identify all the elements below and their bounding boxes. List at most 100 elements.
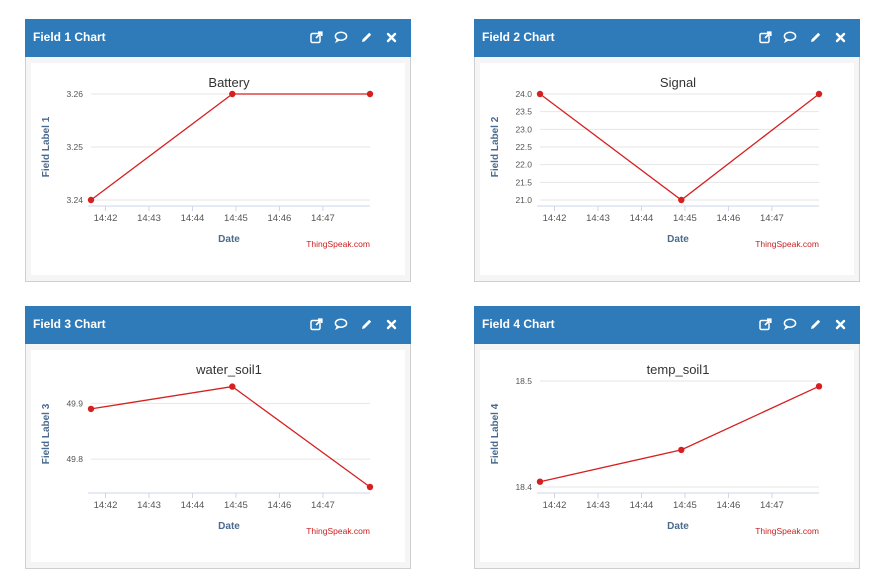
- panel-header: Field 1 Chart: [25, 19, 411, 57]
- data-point: [815, 383, 823, 390]
- close-icon[interactable]: [832, 28, 848, 46]
- panel-tools: [757, 28, 848, 46]
- y-tick-label: 21.5: [515, 177, 532, 187]
- x-tick-label: 14:45: [673, 213, 697, 224]
- field-3-chart-panel: Field 3 Chart water_soil1 49.8 49.9 14:42 14…: [25, 306, 411, 569]
- y-axis-label: Field Label 2: [490, 116, 501, 177]
- panel-title: Field 1 Chart: [33, 30, 106, 44]
- data-point: [229, 90, 236, 98]
- x-tick-label: 14:46: [717, 213, 741, 224]
- chart-title: water_soil1: [195, 362, 262, 377]
- open-external-icon[interactable]: [308, 315, 324, 333]
- x-tick-label: 14:45: [224, 500, 248, 511]
- x-tick-label: 14:43: [137, 500, 161, 511]
- edit-pencil-icon[interactable]: [358, 315, 374, 333]
- series-line: [90, 385, 371, 488]
- x-tick-label: 14:45: [673, 500, 697, 511]
- y-tick-label: 18.4: [515, 482, 532, 492]
- close-icon[interactable]: [383, 315, 399, 333]
- x-tick-label: 14:45: [224, 213, 248, 224]
- comment-icon[interactable]: [782, 28, 798, 46]
- chart-area: temp_soil1 18.4 18.5 14:42 14:43 14:44 14:45 14…: [480, 350, 854, 562]
- chart-area: Battery 3.24 3.25 3.26 14:42 14:43 14:44 14:45 1…: [31, 63, 405, 275]
- open-external-icon[interactable]: [757, 28, 773, 46]
- line-chart: Battery 3.24 3.25 3.26 14:42 14:43 14:44 14:45 1…: [41, 75, 374, 249]
- x-tick-label: 14:44: [630, 213, 654, 224]
- x-tick-label: 14:43: [586, 500, 610, 511]
- x-axis-label: Date: [218, 521, 240, 532]
- data-point: [536, 478, 544, 485]
- chart-title: Signal: [660, 75, 696, 90]
- y-tick-label: 21.0: [515, 195, 532, 205]
- x-tick-label: 14:47: [311, 500, 335, 511]
- data-point: [87, 196, 95, 204]
- x-tick-label: 14:47: [760, 213, 784, 224]
- x-tick-label: 14:46: [268, 500, 292, 511]
- x-tick-label: 14:43: [137, 213, 161, 224]
- x-tick-label: 14:46: [717, 500, 741, 511]
- data-point: [87, 405, 95, 413]
- y-tick-label: 49.9: [66, 398, 83, 408]
- x-axis-label: Date: [667, 521, 689, 532]
- edit-pencil-icon[interactable]: [807, 28, 823, 46]
- data-point: [229, 383, 236, 390]
- x-tick-label: 14:44: [181, 213, 205, 224]
- panel-header: Field 2 Chart: [474, 19, 860, 57]
- edit-pencil-icon[interactable]: [358, 28, 374, 46]
- line-chart: water_soil1 49.8 49.9 14:42 14:43 14:44 14:45 1…: [41, 362, 374, 536]
- y-axis-label: Field Label 3: [41, 403, 52, 464]
- y-tick-label: 23.0: [515, 124, 532, 134]
- thingspeak-credit[interactable]: ThingSpeak.com: [755, 239, 819, 249]
- x-tick-label: 14:43: [586, 213, 610, 224]
- y-tick-label: 3.25: [66, 142, 83, 152]
- x-axis-label: Date: [218, 234, 240, 245]
- x-tick-label: 14:42: [94, 500, 118, 511]
- data-point: [536, 90, 544, 98]
- field-2-chart-panel: Field 2 Chart Signal 21.0 21.5 22.0 22.5 23.0…: [474, 19, 860, 282]
- x-tick-label: 14:44: [181, 500, 205, 511]
- panel-title: Field 3 Chart: [33, 317, 106, 331]
- comment-icon[interactable]: [333, 28, 349, 46]
- close-icon[interactable]: [383, 28, 399, 46]
- open-external-icon[interactable]: [308, 28, 324, 46]
- x-tick-label: 14:42: [94, 213, 118, 224]
- open-external-icon[interactable]: [757, 315, 773, 333]
- y-tick-label: 3.26: [66, 89, 83, 99]
- y-tick-label: 24.0: [515, 89, 532, 99]
- panel-header: Field 4 Chart: [474, 306, 860, 344]
- data-point: [366, 483, 374, 491]
- chart-area: water_soil1 49.8 49.9 14:42 14:43 14:44 14:45 1…: [31, 350, 405, 562]
- chart-title: Battery: [208, 75, 250, 90]
- panel-tools: [308, 315, 399, 333]
- thingspeak-credit[interactable]: ThingSpeak.com: [306, 239, 370, 249]
- x-tick-label: 14:42: [543, 500, 567, 511]
- y-tick-label: 22.0: [515, 160, 532, 170]
- panel-tools: [757, 315, 848, 333]
- y-tick-label: 18.5: [515, 376, 532, 386]
- y-tick-label: 22.5: [515, 142, 532, 152]
- field-4-chart-panel: Field 4 Chart temp_soil1 18.4 18.5 14:42 14:…: [474, 306, 860, 569]
- x-tick-label: 14:46: [268, 213, 292, 224]
- comment-icon[interactable]: [782, 315, 798, 333]
- chart-area: Signal 21.0 21.5 22.0 22.5 23.0 23.5 24.0 14:42 1…: [480, 63, 854, 275]
- y-tick-label: 23.5: [515, 107, 532, 117]
- panel-tools: [308, 28, 399, 46]
- data-point: [366, 90, 374, 98]
- close-icon[interactable]: [832, 315, 848, 333]
- data-point: [815, 90, 823, 98]
- x-tick-label: 14:47: [311, 213, 335, 224]
- line-chart: Signal 21.0 21.5 22.0 22.5 23.0 23.5 24.0 14:42 1…: [490, 75, 823, 249]
- y-tick-label: 3.24: [66, 195, 83, 205]
- panel-title: Field 4 Chart: [482, 317, 555, 331]
- field-1-chart-panel: Field 1 Chart Battery 3.24 3.25 3.26 14:42 14…: [25, 19, 411, 282]
- thingspeak-credit[interactable]: ThingSpeak.com: [306, 526, 370, 536]
- panel-title: Field 2 Chart: [482, 30, 555, 44]
- data-point: [678, 196, 685, 204]
- thingspeak-credit[interactable]: ThingSpeak.com: [755, 526, 819, 536]
- line-chart: temp_soil1 18.4 18.5 14:42 14:43 14:44 14:45 14…: [490, 362, 823, 536]
- y-axis-label: Field Label 4: [490, 403, 501, 464]
- chart-title: temp_soil1: [647, 362, 710, 377]
- comment-icon[interactable]: [333, 315, 349, 333]
- series-line: [539, 385, 820, 483]
- edit-pencil-icon[interactable]: [807, 315, 823, 333]
